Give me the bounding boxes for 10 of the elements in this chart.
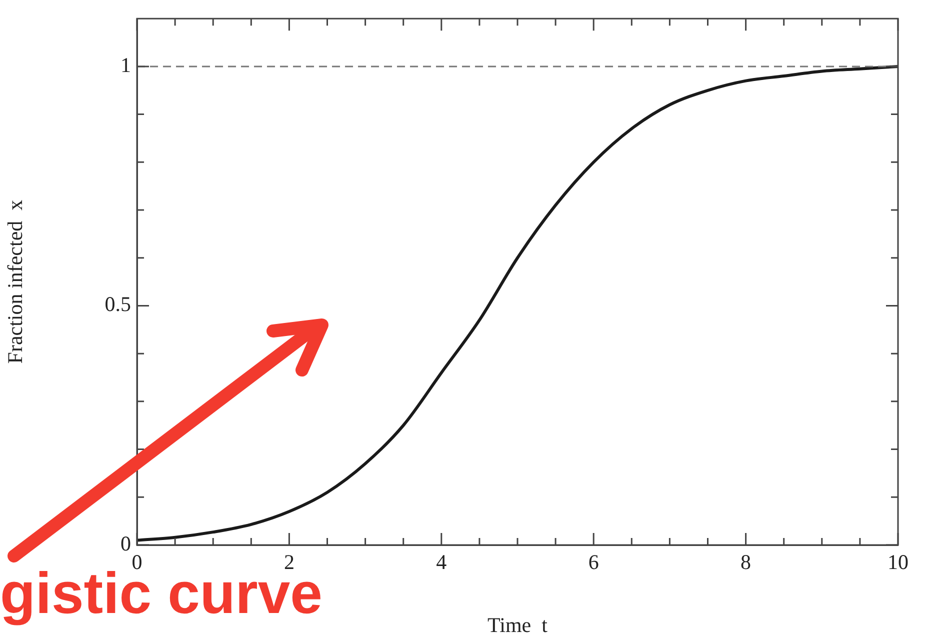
x-tick-label: 8: [740, 550, 752, 574]
x-tick-label: 6: [588, 550, 599, 574]
y-tick-label: 1: [120, 52, 131, 77]
x-tick-label: 4: [436, 550, 448, 574]
y-tick-label: 0: [120, 532, 131, 556]
y-tick-label: 0.5: [104, 292, 131, 316]
x-tick-label: 10: [888, 550, 908, 574]
y-axis-title: Fraction infected x: [3, 199, 28, 364]
x-axis-title: Time t: [488, 612, 548, 637]
x-tick-label: 2: [284, 550, 294, 574]
